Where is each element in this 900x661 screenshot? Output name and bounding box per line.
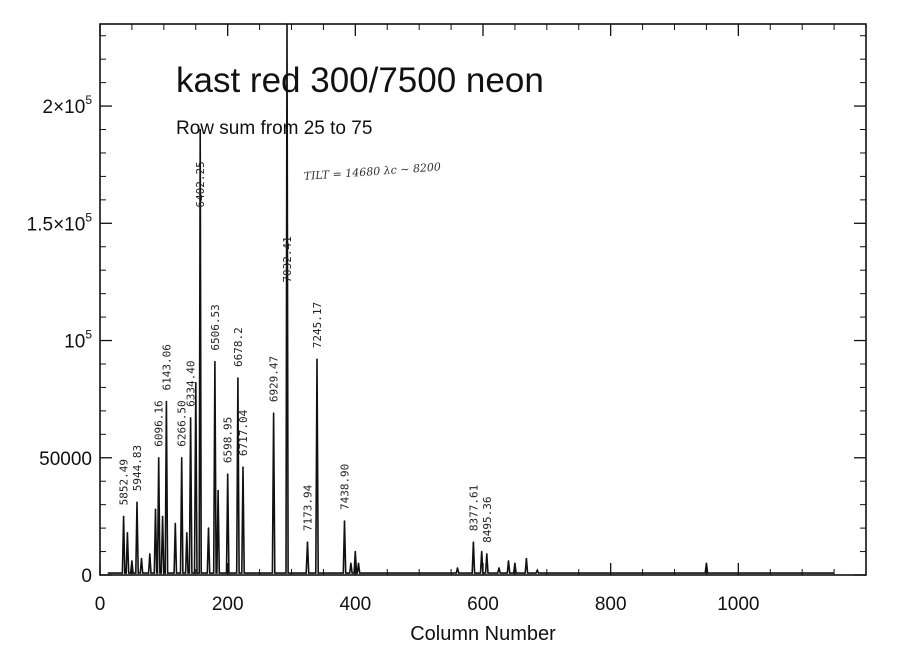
peak-wavelength-label: 7032.41 <box>281 236 294 282</box>
peak-wavelength-label: 5852.49 <box>118 459 131 505</box>
spectrum-series <box>107 23 835 574</box>
peak-point <box>174 522 177 525</box>
peak-wavelength-label: 6266.50 <box>176 400 189 446</box>
peak-point <box>226 473 229 475</box>
peak-point <box>507 560 510 562</box>
peak-point <box>154 508 157 511</box>
peak-point <box>157 456 160 459</box>
axis-ticks <box>99 24 866 576</box>
peak-point <box>272 412 275 415</box>
peak-wavelength-label: 6096.16 <box>153 400 166 446</box>
peak-point <box>525 557 528 560</box>
chart-subtitle: Row sum from 25 to 75 <box>176 118 372 139</box>
peak-wavelength-label: 6717.04 <box>237 409 250 456</box>
y-tick-label: 0 <box>81 566 92 587</box>
peak-point <box>306 541 309 543</box>
peak-point <box>189 417 192 419</box>
peak-point <box>316 358 318 361</box>
peak-wavelength-label: 6929.47 <box>268 356 281 402</box>
peak-annotations: 5852.49 5944.83 6096.16 6143.066266.506334.… <box>118 161 494 543</box>
x-tick-label: 1000 <box>717 594 759 615</box>
x-tick-label: 200 <box>212 594 244 615</box>
peak-point <box>217 489 219 492</box>
peak-point <box>472 541 475 543</box>
spectrum-line <box>107 23 835 574</box>
peak-point <box>536 569 539 572</box>
peak-point <box>456 567 459 569</box>
peak-wavelength-label: 6598.95 <box>222 417 235 463</box>
x-tick-label: 800 <box>595 594 627 615</box>
peak-point <box>122 515 125 518</box>
peak-point <box>705 562 708 565</box>
peak-point <box>140 557 143 560</box>
peak-wavelength-label: 6506.53 <box>209 304 222 350</box>
handwritten-note: TILT = 14680 λc ~ 8200 <box>303 160 441 183</box>
peak-point <box>148 553 151 555</box>
peak-point <box>194 381 197 384</box>
axis-tick-labels: 0 200 400 600 800 1000 0 50000 1.5×105 105 2×105 <box>27 93 760 615</box>
peak-wavelength-label: 6402.25 <box>194 161 207 207</box>
peak-point <box>131 560 133 562</box>
peak-point <box>350 562 352 565</box>
peak-point <box>207 527 210 529</box>
y-tick-label: 50000 <box>39 449 92 470</box>
peak-point <box>161 515 164 518</box>
y-tick-label: 105 <box>64 328 92 353</box>
y-tick-label: 2×105 <box>43 93 93 118</box>
peak-point <box>136 501 138 504</box>
peak-point <box>165 400 168 403</box>
peak-point <box>480 550 483 553</box>
peak-wavelength-label: 8495.36 <box>481 497 494 543</box>
peak-point <box>214 360 216 363</box>
peak-wavelength-label: 6678.2 <box>232 327 245 367</box>
peak-point <box>199 128 202 131</box>
peak-point <box>486 553 488 555</box>
chart-title: kast red 300/7500 neon <box>176 61 544 100</box>
peak-wavelength-label: 8377.61 <box>467 485 480 531</box>
peak-wavelength-label: 5944.83 <box>131 445 144 491</box>
peak-point <box>354 550 357 553</box>
x-tick-label: 400 <box>339 594 371 615</box>
peak-wavelength-label: 7438.90 <box>338 464 351 510</box>
peak-point <box>498 567 500 569</box>
peak-point <box>286 23 288 25</box>
x-tick-label: 600 <box>467 594 499 615</box>
peak-point <box>242 466 244 468</box>
peak-point <box>180 456 183 459</box>
peak-wavelength-label: 7245.17 <box>311 302 324 348</box>
y-tick-label: 1.5×105 <box>27 210 93 235</box>
peak-wavelength-label: 7173.94 <box>301 484 314 531</box>
peak-point <box>357 562 360 565</box>
peak-point <box>343 520 346 522</box>
peak-wavelength-label: 6143.06 <box>160 344 173 390</box>
x-axis-title: Column Number <box>410 623 556 645</box>
peak-point <box>237 377 239 379</box>
peak-wavelength-label: 6334.40 <box>185 361 198 407</box>
peak-point <box>186 531 188 534</box>
x-tick-label: 0 <box>95 594 106 615</box>
peak-point <box>126 531 129 534</box>
peak-point <box>514 562 516 565</box>
